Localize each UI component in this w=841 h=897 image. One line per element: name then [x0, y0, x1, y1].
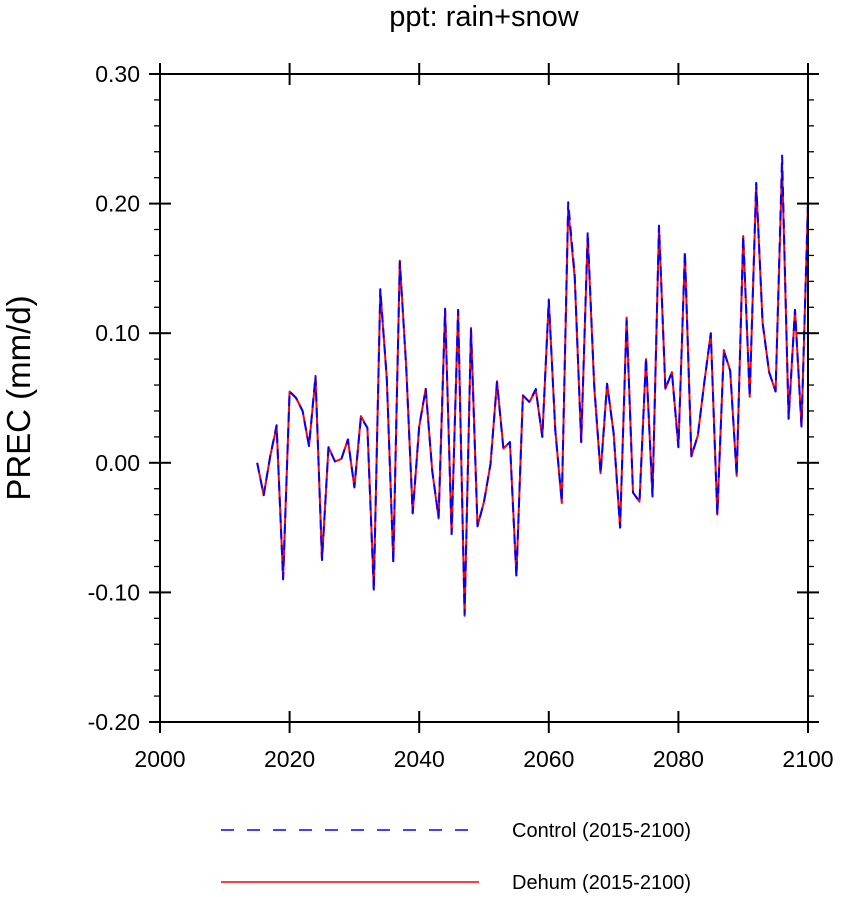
series-line-dehum — [256, 163, 809, 617]
y-axis-label: PREC (mm/d) — [0, 295, 37, 500]
x-tick-label: 2040 — [394, 746, 445, 772]
y-tick-label: 0.30 — [95, 61, 140, 87]
y-tick-label: -0.10 — [88, 579, 140, 605]
y-tick-label: 0.20 — [95, 191, 140, 217]
y-tick-label: 0.00 — [95, 450, 140, 476]
y-tick-label: 0.10 — [95, 320, 140, 346]
chart-title: ppt: rain+snow — [389, 1, 579, 33]
x-tick-label: 2060 — [523, 746, 574, 772]
legend-label-dehum: Dehum (2015-2100) — [512, 872, 691, 894]
x-tick-label: 2080 — [653, 746, 704, 772]
x-tick-label: 2000 — [134, 746, 185, 772]
y-tick-label: -0.20 — [88, 709, 140, 735]
x-tick-label: 2100 — [782, 746, 833, 772]
x-tick-label: 2020 — [264, 746, 315, 772]
plot-frame — [159, 73, 809, 723]
legend-label-control: Control (2015-2100) — [512, 820, 691, 842]
series-line-control — [256, 154, 809, 616]
legend: Control (2015-2100) Dehum (2015-2100) — [221, 820, 691, 894]
